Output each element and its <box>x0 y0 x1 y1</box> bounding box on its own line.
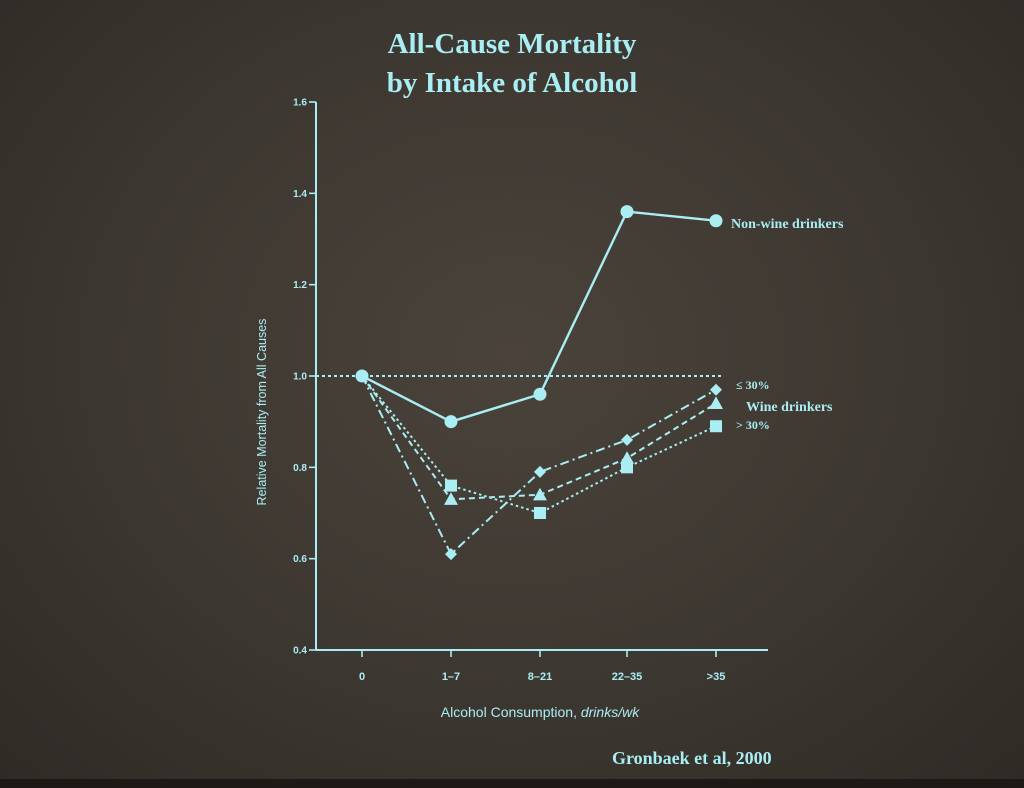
y-tick-label: 0.8 <box>293 463 307 474</box>
y-tick-label: 1.0 <box>293 372 307 383</box>
data-point-diamond <box>621 433 633 446</box>
data-point-circle <box>709 214 723 228</box>
series-line-square <box>361 375 717 514</box>
series-label-le30: ≤ 30% <box>736 378 770 392</box>
y-tick-label: 1.6 <box>293 98 307 109</box>
x-tick-label: 1–7 <box>442 671 460 683</box>
data-point-triangle <box>709 396 723 409</box>
axes: 0.4 0.6 0.8 1.0 1.2 1.4 1.6 0 1–7 8–21 22–35 >35 <box>293 98 768 683</box>
x-axis-label-unit: drinks/wk <box>581 704 640 720</box>
chart-subtitle: by Intake of Alcohol <box>386 67 638 99</box>
series-group-label-wine-drinkers: Wine drinkers <box>746 400 833 415</box>
x-tick-label: 0 <box>359 671 365 683</box>
y-tick-label: 1.2 <box>293 280 307 291</box>
x-tick-label: 22–35 <box>612 671 643 683</box>
x-axis-label: Alcohol Consumption, drinks/wk <box>441 704 640 720</box>
screen-bottom-edge <box>0 779 1024 788</box>
series-labels: Non-wine drinkers ≤ 30% Wine drinkers > … <box>731 217 844 432</box>
data-point-diamond <box>534 465 546 478</box>
data-point-square <box>534 507 546 519</box>
y-tick-label: 0.6 <box>293 554 307 565</box>
series-label-gt30: > 30% <box>736 418 770 432</box>
data-point-square <box>621 461 633 474</box>
series-lines <box>361 210 717 556</box>
series-markers <box>355 205 723 561</box>
y-axis-label: Relative Mortality from All Causes <box>255 319 269 506</box>
data-point-triangle <box>444 492 458 505</box>
data-point-diamond <box>445 548 457 561</box>
series-label-non-wine: Non-wine drinkers <box>731 217 844 232</box>
x-tick-label: >35 <box>707 671 726 683</box>
data-point-square <box>710 420 722 433</box>
x-axis-label-main: Alcohol Consumption, <box>441 704 581 720</box>
data-point-circle <box>533 387 547 401</box>
chart-title: All-Cause Mortality <box>387 28 637 60</box>
citation: Gronbaek et al, 2000 <box>612 748 772 768</box>
data-point-square <box>445 479 457 492</box>
data-point-circle <box>444 415 458 429</box>
data-point-circle <box>355 369 369 383</box>
x-tick-label: 8–21 <box>528 671 552 683</box>
y-tick-label: 1.4 <box>293 189 307 200</box>
data-point-diamond <box>710 383 722 396</box>
data-point-circle <box>620 205 634 219</box>
data-point-triangle <box>533 487 547 501</box>
data-point-triangle <box>620 451 634 464</box>
y-tick-label: 0.4 <box>293 646 307 657</box>
